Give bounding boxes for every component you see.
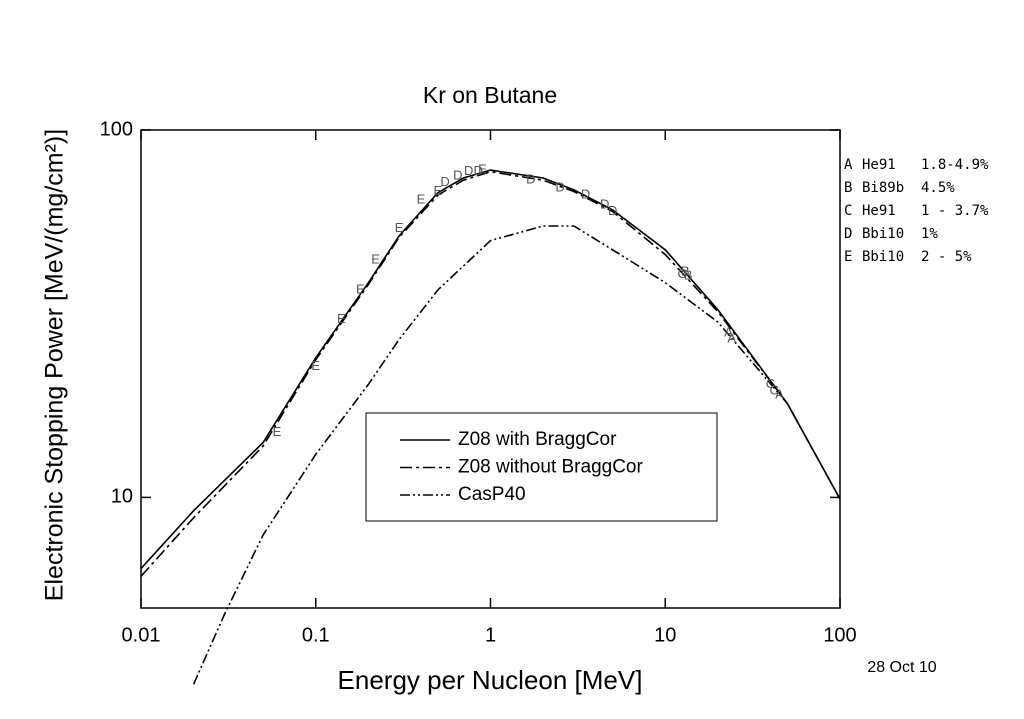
y-tick-label: 100: [100, 118, 133, 140]
data-point: D: [581, 187, 590, 202]
line-series: [192, 225, 789, 685]
source-marker: E: [844, 249, 852, 265]
legend-label: Z08 without BraggCor: [458, 457, 643, 478]
y-tick-label: 10: [111, 486, 133, 508]
data-point: D: [555, 179, 564, 194]
data-point: E: [311, 358, 320, 373]
x-tick-label: 0.01: [122, 624, 161, 646]
data-point: D: [526, 172, 535, 187]
legend-label: Z08 with BraggCor: [458, 429, 617, 450]
x-axis-label: Energy per Nucleon [MeV]: [338, 665, 643, 695]
data-point: C: [677, 266, 686, 281]
data-point: A: [727, 330, 736, 345]
chart-title: Kr on Butane: [423, 82, 557, 108]
source-marker: B: [844, 180, 852, 196]
x-tick-label: 0.1: [302, 624, 330, 646]
source-label: He91 1.8-4.9%: [862, 157, 989, 173]
plot-frame: [140, 129, 841, 609]
x-tick-label: 1: [485, 624, 496, 646]
data-point: D: [608, 203, 617, 218]
data-point: C: [766, 376, 775, 391]
data-point: E: [273, 424, 282, 439]
data-point: A: [724, 325, 733, 340]
y-axis-label: Electronic Stopping Power [MeV/(mg/cm²)]: [41, 129, 69, 601]
data-point: B: [681, 264, 690, 279]
date: 28 Oct 10: [867, 659, 936, 676]
data-point: D: [464, 163, 473, 178]
data-point: E: [337, 311, 346, 326]
source-label: Bi89b 4.5%: [862, 180, 955, 196]
data-point: D: [453, 167, 462, 182]
source-label: Bbi10 1%: [862, 226, 938, 242]
data-point: E: [371, 251, 380, 266]
data-point: E: [434, 183, 443, 198]
data-point: E: [417, 191, 426, 206]
legend-label: CasP40: [458, 484, 526, 505]
data-point: A: [775, 386, 784, 401]
data-point: E: [478, 161, 487, 176]
source-label: He91 1 - 3.7%: [862, 203, 989, 219]
source-marker: A: [844, 157, 853, 173]
source-label: Bbi10 2 - 5%: [862, 249, 972, 265]
source-marker: D: [844, 226, 852, 242]
x-tick-label: 10: [654, 624, 676, 646]
data-point: D: [600, 196, 609, 211]
source-marker: C: [844, 203, 852, 219]
x-tick-label: 100: [823, 624, 856, 646]
data-point: D: [473, 163, 482, 178]
data-point: C: [769, 382, 778, 397]
data-point: B: [684, 268, 693, 283]
line-series: [140, 169, 841, 570]
data-point: E: [356, 281, 365, 296]
data-point: E: [395, 220, 404, 235]
data-point: D: [440, 174, 449, 189]
